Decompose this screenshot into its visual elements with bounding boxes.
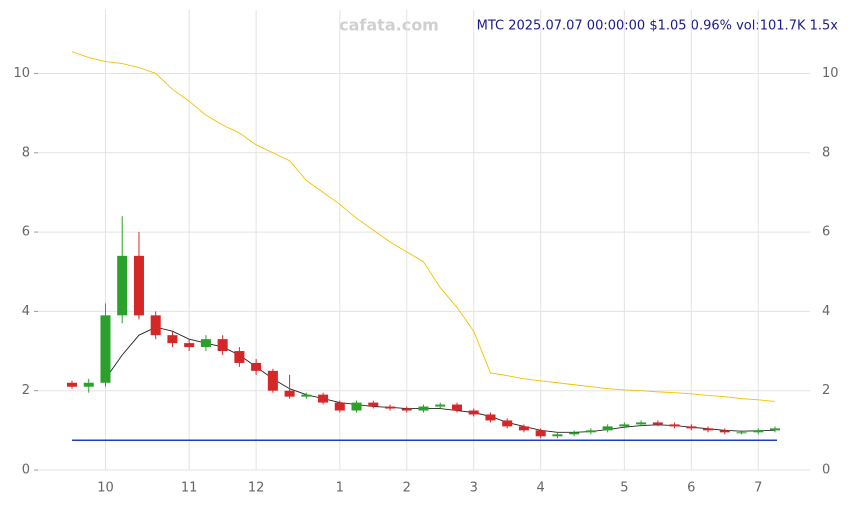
y-tick-label: 6 — [22, 225, 30, 240]
candle-body — [401, 408, 412, 411]
candle-body — [184, 343, 195, 348]
y-tick-label-right: 4 — [822, 304, 830, 319]
candle-body — [217, 339, 228, 352]
x-tick-label: 7 — [754, 481, 762, 496]
candle-body — [150, 315, 161, 336]
y-tick-label-right: 6 — [822, 225, 830, 240]
x-tick-label: 10 — [97, 481, 114, 496]
candle-body — [435, 404, 446, 407]
y-tick-label: 0 — [22, 463, 30, 478]
candle-body — [468, 410, 479, 415]
candle-body — [535, 430, 546, 437]
candle-body — [753, 430, 764, 433]
x-tick-label: 5 — [620, 481, 628, 496]
candle-body — [719, 430, 730, 433]
indicator-line — [71, 51, 776, 402]
candle-body — [234, 351, 245, 363]
candle-body — [117, 255, 128, 316]
candle-body — [518, 426, 529, 431]
y-tick-label-right: 8 — [822, 145, 830, 160]
x-tick-label: 4 — [537, 481, 545, 496]
candle-body — [485, 414, 496, 421]
candle-body — [133, 255, 144, 316]
candle-body — [736, 432, 747, 434]
candle-body — [502, 420, 513, 427]
candle-body — [334, 402, 345, 411]
y-tick-label-right: 10 — [822, 66, 839, 81]
candle-body — [318, 394, 329, 403]
y-tick-label-right: 0 — [822, 463, 830, 478]
candle-body — [167, 335, 178, 344]
y-tick-label: 8 — [22, 145, 30, 160]
candle-body — [602, 426, 613, 431]
candle-body — [569, 432, 580, 435]
candle-body — [368, 402, 379, 407]
y-tick-label-right: 2 — [822, 383, 830, 398]
candle-body — [66, 382, 78, 387]
candle-body — [451, 404, 462, 411]
y-tick-label: 2 — [22, 383, 30, 398]
chart-title: MTC 2025.07.07 00:00:00 $1.05 0.96% vol:… — [477, 19, 839, 34]
candle-body — [100, 315, 111, 383]
candle-body — [83, 382, 94, 387]
x-tick-label: 12 — [248, 481, 265, 496]
x-tick-label: 11 — [181, 481, 198, 496]
y-tick-label: 10 — [13, 66, 30, 81]
candle-body — [385, 406, 396, 409]
candle-body — [585, 430, 596, 433]
candle-body — [351, 402, 362, 411]
candle-body — [418, 406, 429, 411]
candle-body — [619, 424, 630, 427]
candle-body — [669, 424, 680, 427]
candle-body — [703, 428, 714, 431]
candle-body — [284, 390, 295, 397]
x-tick-label: 1 — [336, 481, 344, 496]
candle-body — [251, 362, 262, 371]
candle-body — [552, 434, 563, 437]
candle-body — [652, 422, 663, 425]
candle-body — [301, 394, 312, 397]
watermark: cafata.com — [339, 16, 439, 35]
candle-body — [769, 428, 781, 431]
y-tick-label: 4 — [22, 304, 30, 319]
candle-body — [200, 339, 211, 348]
x-tick-label: 3 — [470, 481, 478, 496]
candle-body — [686, 426, 697, 429]
candle-body — [267, 370, 278, 391]
x-tick-label: 6 — [687, 481, 695, 496]
candle-body — [636, 422, 647, 425]
x-tick-label: 2 — [403, 481, 411, 496]
